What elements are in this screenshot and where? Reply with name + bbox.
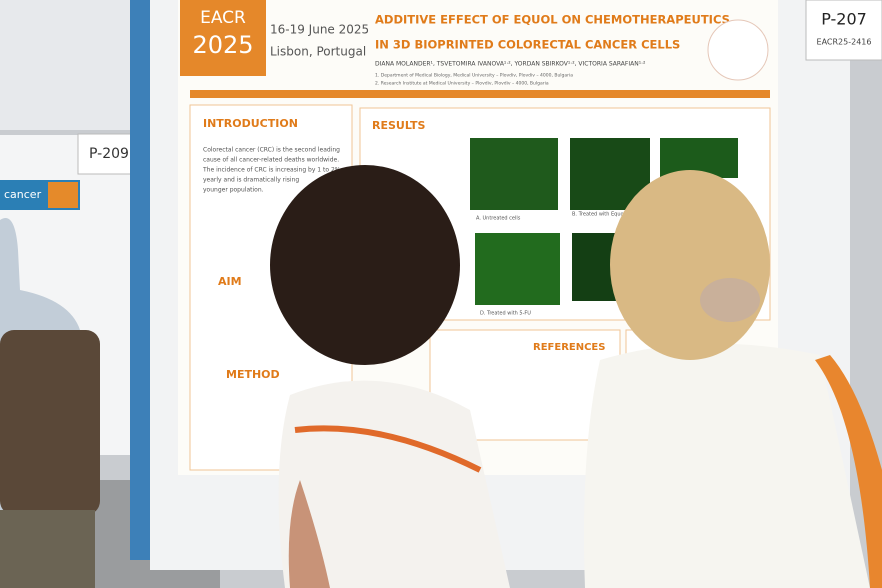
orange-bar [190,90,770,98]
woman-top [278,380,510,588]
intro-line: cause of all cancer-related deaths world… [203,157,339,164]
intro-line: yearly and is dramatically rising [203,177,299,184]
left-logo [48,182,78,208]
section-heading: REFERENCES [533,342,605,353]
board-label [805,0,882,61]
title: ADDITIVE EFFECT OF EQUOL ON CHEMOTHERAPE… [375,13,730,27]
section-heading: INTRODUCTION [203,117,298,130]
left-code: P-209 [89,146,129,162]
left-poster-text: cancer [4,188,42,201]
affiliation: 1. Department of Medical Biology, Medica… [375,73,573,79]
logo-text: EACR [200,8,246,28]
hair-clip [700,278,760,322]
woman-jacket [584,343,870,588]
micrograph [470,138,558,210]
logo [180,0,266,76]
woman-hair [270,165,460,365]
caption: A. Untreated cells [476,216,521,222]
arm [288,480,330,588]
university-logo [707,19,769,81]
location: Lisbon, Portugal [270,45,366,59]
micrograph [475,233,560,305]
ceiling [0,0,140,130]
logo-year: 2025 [192,31,253,59]
backpack [0,330,100,515]
affiliation: 2. Research Institute at Medical Univers… [375,81,549,87]
intro-line: Colorectal cancer (CRC) is the second le… [203,147,340,154]
intro-line: The incidence of CRC is increasing by 1 … [202,167,341,174]
section-heading: AIM [218,275,242,288]
caption: B. Treated with Equol [572,212,625,218]
bag-strap [294,425,482,473]
board-code: P-207 [821,10,867,29]
dates: 16-19 June 2025 [270,23,369,37]
title: IN 3D BIOPRINTED COLORECTAL CANCER CELLS [375,38,680,52]
bag-strap [815,355,882,588]
trousers [0,510,95,588]
section-heading: RESULTS [372,119,426,132]
caption: D. Treated with 5-FU [480,311,531,317]
section-heading: METHOD [226,368,280,381]
board-id: EACR25-2416 [817,38,872,47]
intro-line: younger population. [203,187,264,194]
woman-hair [610,170,770,360]
authors: DIANA MOLANDER¹, TSVETOMIRA IVANOVA¹·², … [375,61,646,68]
